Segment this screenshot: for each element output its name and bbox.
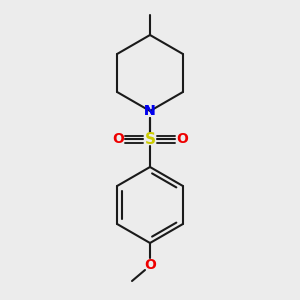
Text: O: O xyxy=(176,132,188,146)
Text: O: O xyxy=(144,258,156,272)
Text: N: N xyxy=(144,104,156,118)
Text: O: O xyxy=(112,132,124,146)
Text: N: N xyxy=(144,104,156,118)
Text: S: S xyxy=(145,131,155,146)
